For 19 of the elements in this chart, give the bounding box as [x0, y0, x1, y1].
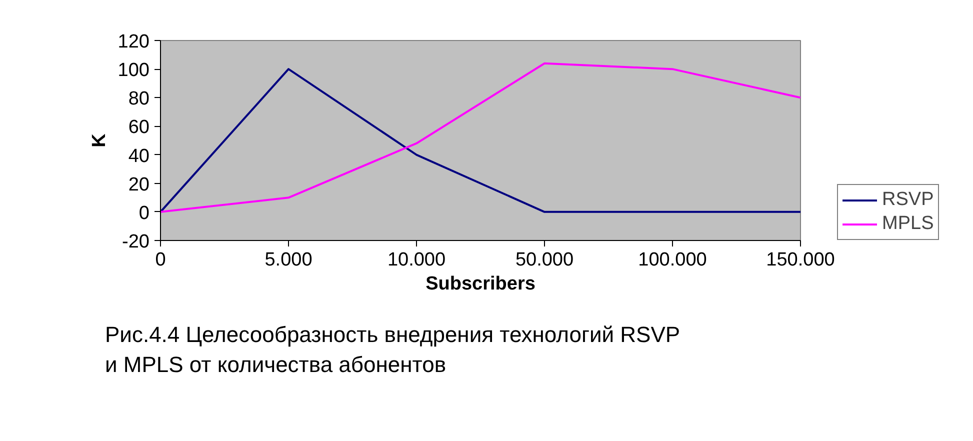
- y-tick-label: 100: [118, 60, 150, 82]
- x-tick-label: 5.000: [264, 250, 312, 270]
- legend-label: RSVP: [882, 189, 934, 211]
- x-axis-title: Subscribers: [426, 274, 536, 294]
- x-tick-label: 0: [155, 250, 166, 270]
- y-tick-label: 80: [128, 88, 150, 110]
- x-tick-label: 100.000: [638, 250, 707, 270]
- y-tick-label: 120: [118, 32, 150, 52]
- legend-label: MPLS: [882, 213, 934, 235]
- y-tick-label: 20: [128, 174, 150, 196]
- y-axis-title: K: [88, 133, 110, 148]
- y-tick-label: 40: [128, 146, 150, 167]
- text: Рис.4.4 Целесообразность внедрения технологий RSVP и MPLS от количества абонентов: [105, 321, 680, 379]
- y-tick-label: 0: [138, 202, 150, 224]
- x-tick-label: 10.000: [387, 250, 446, 270]
- x-tick-label: 150.000: [766, 250, 835, 270]
- y-tick-label: -20: [122, 232, 150, 252]
- y-tick-label: 60: [128, 117, 150, 138]
- x-tick-label: 50.000: [515, 250, 574, 270]
